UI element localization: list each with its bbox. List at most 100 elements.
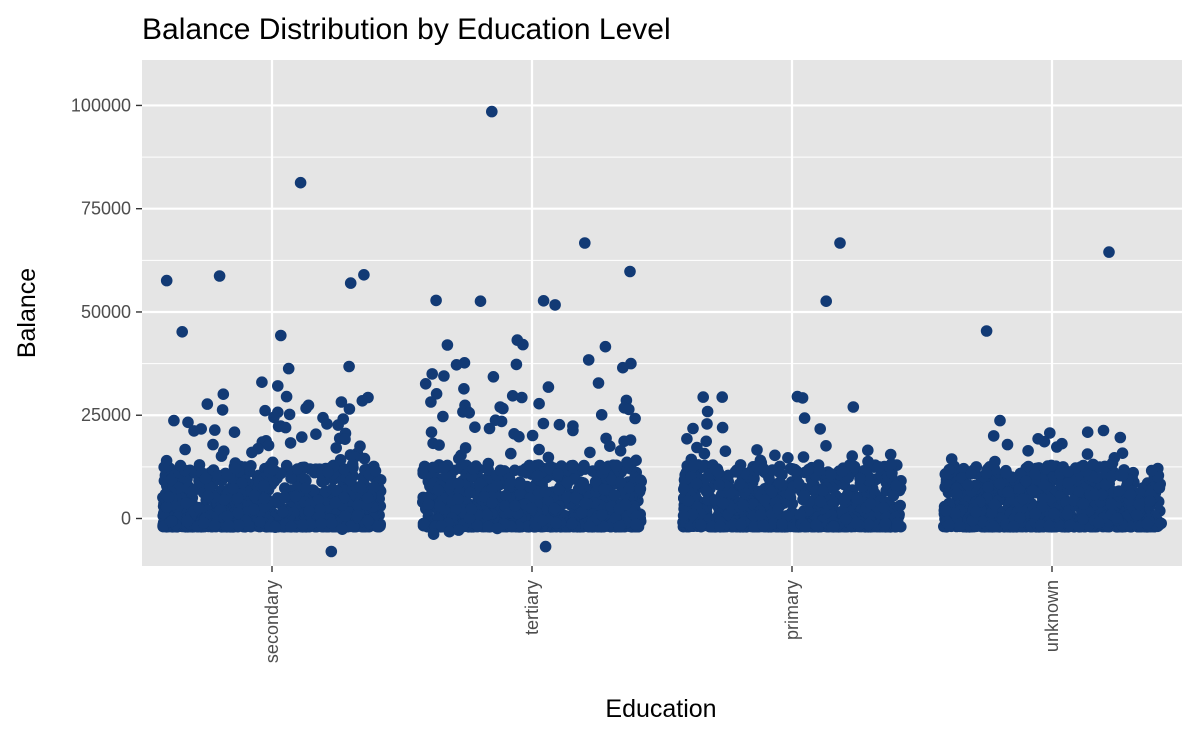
data-point: [621, 456, 633, 469]
data-point: [1043, 520, 1055, 532]
data-point: [697, 391, 709, 403]
data-point: [533, 443, 545, 456]
data-point: [291, 463, 304, 475]
data-point: [262, 439, 275, 452]
data-point: [817, 485, 829, 497]
data-point: [280, 459, 293, 472]
data-point: [579, 237, 591, 249]
data-point: [1105, 498, 1117, 510]
data-point: [682, 495, 695, 507]
data-point: [561, 491, 573, 504]
data-point: [160, 501, 173, 513]
data-point: [514, 478, 527, 491]
data-point: [798, 490, 810, 503]
data-point: [215, 450, 228, 462]
data-point: [471, 519, 484, 532]
data-point: [820, 440, 832, 452]
data-point: [862, 518, 875, 531]
data-point: [283, 408, 296, 421]
data-point: [294, 176, 307, 189]
data-point: [810, 519, 822, 531]
data-point: [634, 474, 647, 487]
data-point: [246, 446, 258, 459]
data-point: [567, 424, 579, 437]
data-point: [452, 493, 465, 505]
data-point: [994, 414, 1006, 427]
data-point: [569, 491, 582, 504]
data-point: [549, 299, 561, 311]
data-point: [608, 489, 621, 501]
data-point: [1022, 445, 1034, 457]
data-point: [272, 380, 284, 392]
data-point: [437, 410, 449, 423]
data-point: [617, 361, 629, 374]
x-tick-label: secondary: [262, 580, 282, 663]
data-point: [422, 498, 435, 511]
data-point: [517, 338, 529, 351]
data-point: [988, 498, 1001, 511]
data-point: [751, 444, 763, 456]
data-point: [583, 520, 596, 533]
data-point: [441, 339, 454, 351]
data-point: [473, 477, 486, 490]
data-point: [592, 377, 605, 389]
data-point: [797, 451, 810, 463]
data-point: [863, 474, 875, 487]
data-point: [840, 513, 852, 525]
data-point: [850, 517, 862, 529]
data-point: [269, 521, 282, 533]
data-point: [1007, 520, 1020, 533]
data-point: [1062, 477, 1074, 490]
data-point: [427, 528, 440, 540]
data-point: [482, 457, 495, 470]
data-point: [495, 415, 508, 428]
data-point: [533, 397, 545, 410]
data-point: [604, 440, 616, 453]
data-point: [793, 477, 805, 490]
data-point: [836, 465, 848, 478]
data-point: [425, 396, 437, 408]
data-point: [204, 481, 216, 493]
data-point: [757, 463, 770, 475]
data-point: [248, 489, 261, 502]
data-point: [362, 492, 374, 504]
data-point: [487, 371, 500, 383]
data-point: [452, 524, 465, 536]
data-point: [160, 454, 173, 467]
data-point: [1001, 486, 1014, 498]
data-point: [254, 516, 266, 528]
data-point: [513, 430, 525, 443]
data-point: [730, 464, 743, 477]
y-tick-label: 25000: [81, 405, 131, 425]
data-point: [589, 475, 602, 488]
data-point: [735, 518, 747, 531]
data-point: [579, 463, 591, 475]
data-point: [953, 520, 966, 533]
data-point: [598, 483, 610, 496]
data-point: [765, 486, 778, 499]
data-point: [1113, 485, 1125, 498]
data-point: [698, 447, 711, 460]
data-point: [712, 466, 725, 479]
data-point: [814, 423, 826, 435]
data-point: [552, 483, 565, 496]
data-point: [338, 491, 350, 504]
data-point: [344, 474, 357, 487]
data-point: [509, 500, 521, 512]
data-point: [1116, 469, 1129, 482]
x-tick-label: unknown: [1042, 580, 1062, 652]
data-point: [567, 461, 579, 474]
data-point: [1092, 516, 1105, 529]
data-point: [217, 388, 230, 401]
data-point: [700, 435, 712, 448]
data-point: [542, 451, 555, 464]
data-point: [759, 494, 771, 506]
data-point: [504, 476, 517, 489]
data-point: [754, 509, 767, 521]
data-point: [351, 509, 363, 522]
data-point: [336, 523, 349, 535]
data-point: [299, 473, 311, 486]
data-point: [796, 392, 809, 404]
data-point: [987, 520, 1000, 533]
data-point: [212, 469, 224, 482]
